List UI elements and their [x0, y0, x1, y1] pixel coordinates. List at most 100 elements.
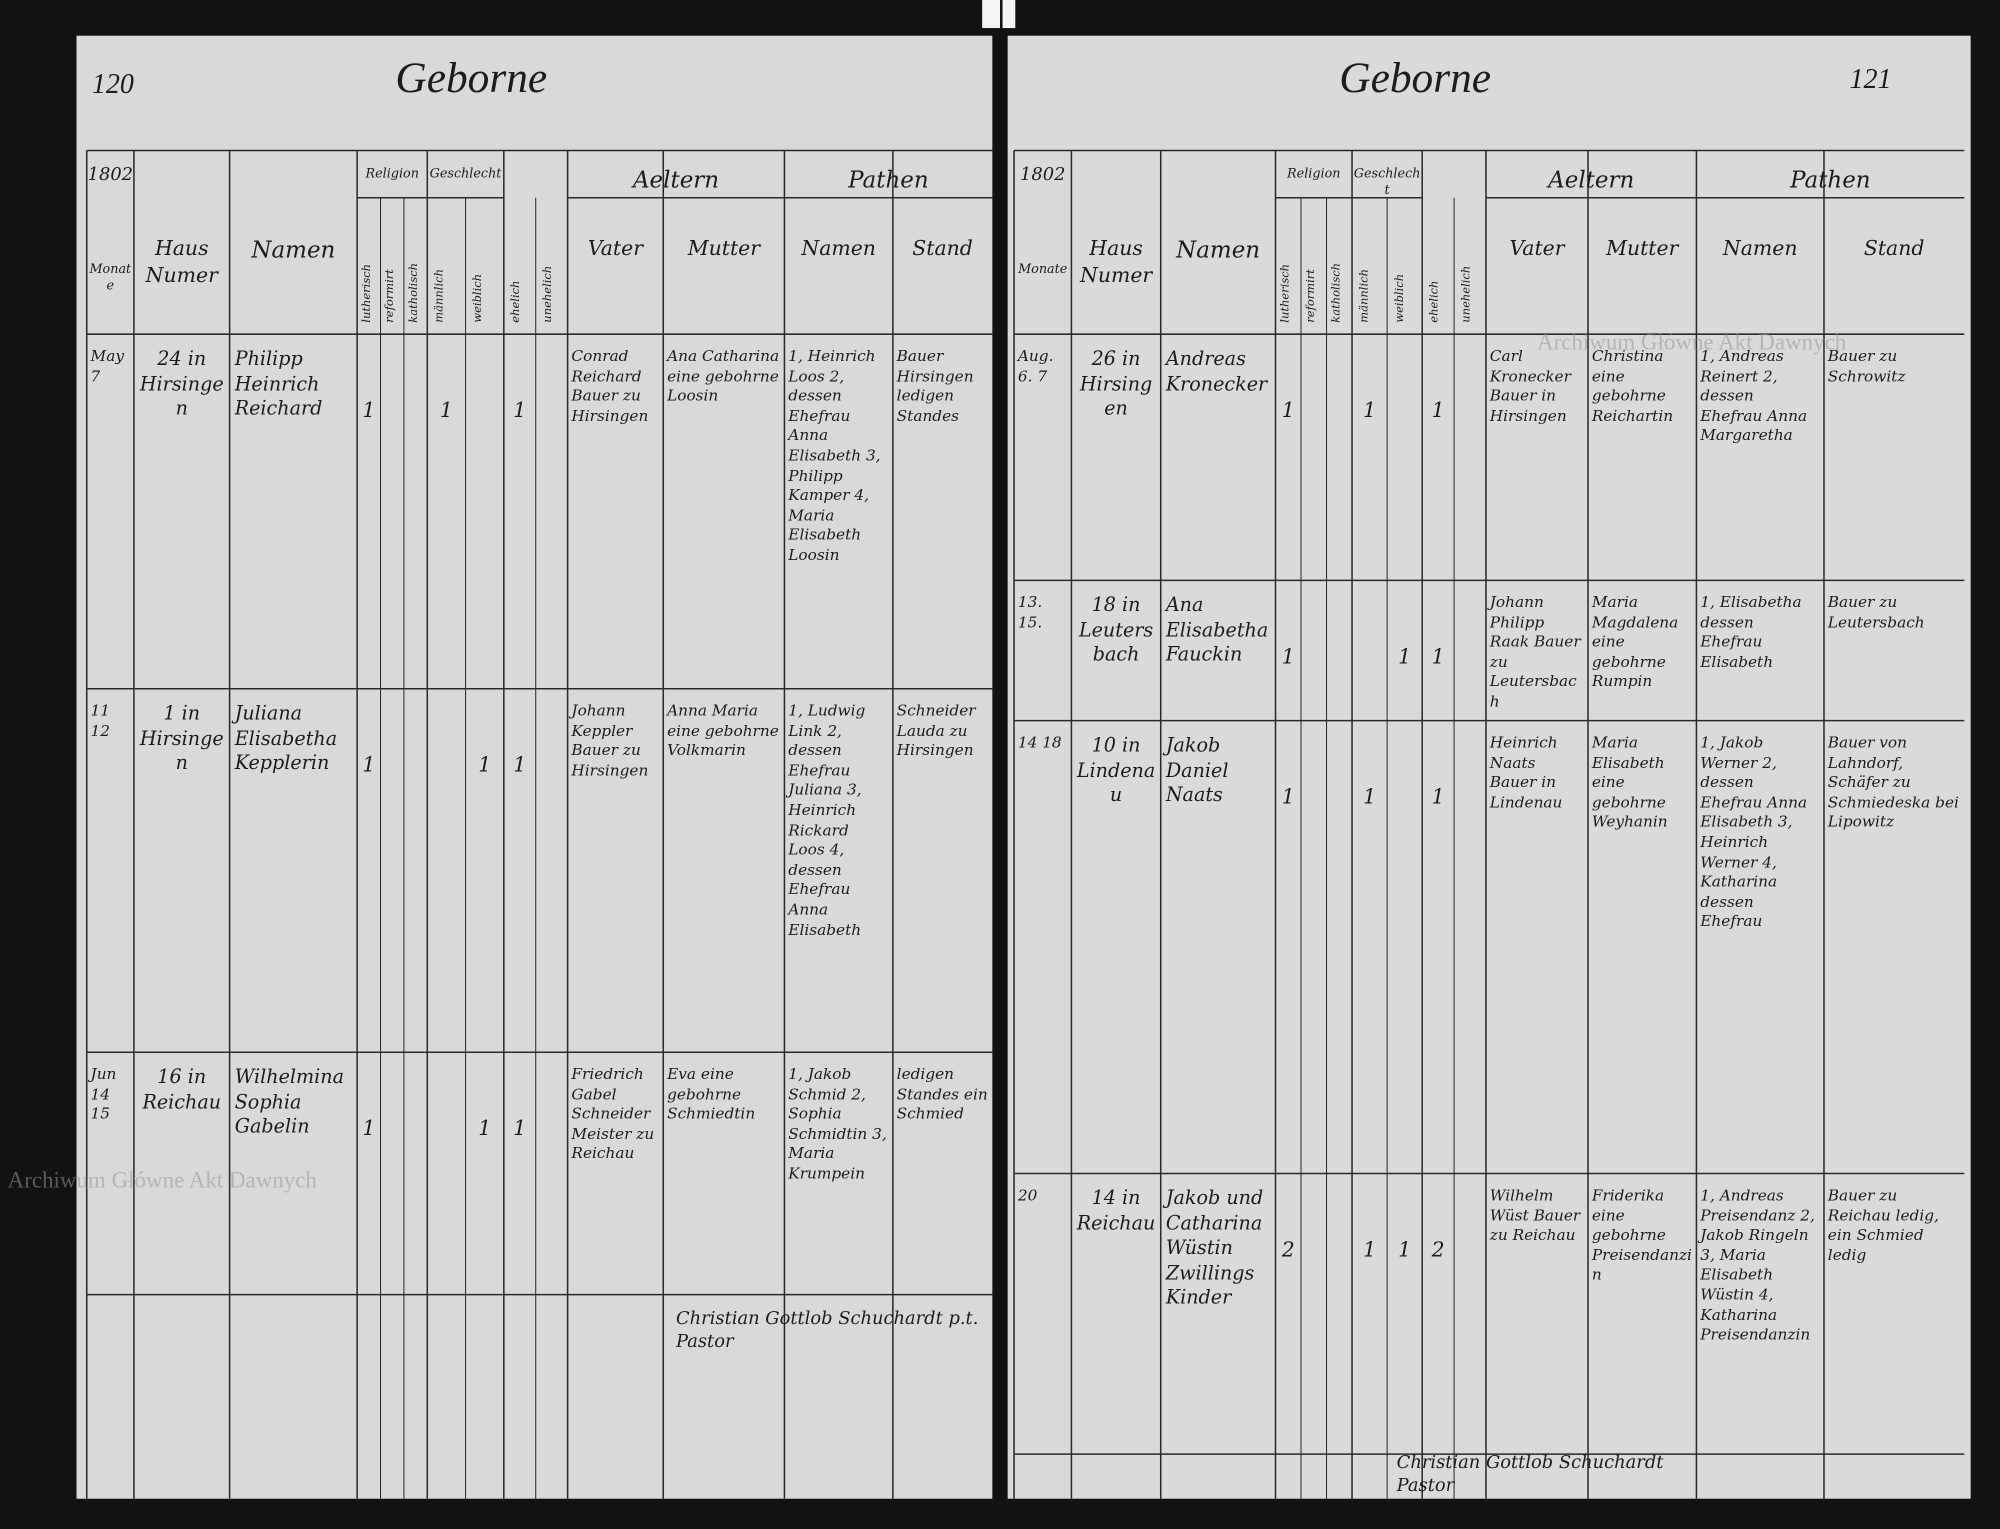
entry-mother: Anna Maria eine gebohrne Volkmarin — [667, 701, 779, 760]
header: Vater — [1509, 235, 1565, 261]
sub-header: männlich — [433, 269, 447, 323]
right-page — [1007, 35, 1971, 1499]
entry-name: Jakob und Catharina Wüstin Zwillings Kin… — [1165, 1186, 1264, 1309]
entry-house: 18 in Leutersbach — [1078, 593, 1154, 666]
entry-status: Bauer Hirsingen ledigen Standes — [896, 346, 974, 425]
header: Religion — [1287, 167, 1341, 182]
sub-header: katholisch — [1330, 262, 1344, 323]
entry-religion: 1 — [1281, 397, 1295, 423]
watermark: Archiwum Główne Akt Dawnych — [7, 1167, 317, 1193]
header: Geschlecht — [429, 167, 502, 182]
entry-mother: Christina eine gebohrne Reichartin — [1591, 346, 1674, 425]
header: Namen — [801, 235, 876, 261]
header: Geschlecht — [1353, 167, 1421, 198]
entry-status: Bauer zu Leutersbach — [1827, 593, 1925, 631]
sub-header: weiblich — [471, 273, 485, 323]
header: Aeltern — [1548, 167, 1635, 194]
entry-status: Bauer von Lahndorf, Schäfer zu Schmiedes… — [1827, 733, 1959, 831]
entry-mother: Ana Catharina eine gebohrne Loosin — [667, 346, 780, 405]
header: Pathen — [1790, 167, 1871, 194]
header: Stand — [912, 235, 973, 261]
entry-house: 26 in Hirsingen — [1079, 346, 1153, 420]
entry-father: Heinrich Naats Bauer in Lindenau — [1489, 733, 1563, 811]
header: Stand — [1863, 235, 1925, 261]
sub-header: unehelich — [1460, 265, 1474, 323]
spine-tab — [982, 0, 1000, 29]
entry-house: 24 in Hirsingen — [139, 346, 224, 420]
page-title: Geborne — [395, 54, 548, 103]
header: Religion — [365, 167, 419, 182]
year: 1802 — [1019, 164, 1066, 185]
sub-header: lutherisch — [1279, 263, 1293, 323]
header: Mutter — [1606, 235, 1679, 261]
entry-legit: 2 — [1431, 1237, 1445, 1262]
entry-mother: Maria Magdalena eine gebohrne Rumpin — [1591, 593, 1679, 691]
page-number: 120 — [91, 67, 134, 100]
entry-mother: Maria Elisabeth eine gebohrne Weyhanin — [1591, 733, 1668, 831]
entry-date: May 7 — [90, 346, 125, 385]
entry-name: Ana Elisabetha Fauckin — [1165, 593, 1269, 666]
entry-house: 1 in Hirsingen — [139, 701, 224, 775]
header: Haus Numer — [1079, 235, 1153, 287]
entry-sponsors: 1, Andreas Preisendanz 2, Jakob Ringeln … — [1700, 1186, 1815, 1344]
header: Namen — [1176, 237, 1261, 265]
watermark: Archiwum Główne Akt Dawnych — [1536, 329, 1847, 355]
entry-legit: 1 — [1431, 784, 1445, 809]
entry-status: Bauer zu Schrowitz — [1827, 346, 1906, 385]
entry-legit: 1 — [513, 752, 527, 777]
entry-date: 14 18 — [1017, 733, 1062, 752]
header: Namen — [1722, 235, 1798, 261]
header: Haus Numer — [145, 235, 218, 287]
entry-legit: 1 — [1431, 397, 1445, 423]
entry-father: Friedrich Gabel Schneider Meister zu Rei… — [571, 1065, 655, 1163]
header: Vater — [587, 235, 643, 261]
signature: Christian Gottlob Schuchardt Pastor — [1396, 1452, 1664, 1497]
page-title: Geborne — [1339, 54, 1492, 103]
sub-header: ehelich — [510, 280, 523, 323]
entry-name: Juliana Elisabetha Kepplerin — [234, 701, 338, 775]
entry-sponsors: 1, Elisabetha dessen Ehefrau Elisabeth — [1700, 593, 1802, 671]
sub-header: reformirt — [1304, 269, 1318, 323]
entry-legit: 1 — [1431, 644, 1445, 669]
sub-header: unehelich — [542, 265, 555, 323]
spine-tab — [1002, 0, 1016, 29]
sub-header: katholisch — [407, 262, 421, 323]
entry-date: 13. 15. — [1017, 593, 1043, 631]
entry-male: 1 — [439, 397, 453, 423]
entry-date: Aug. 6. 7 — [1017, 346, 1054, 385]
entry-religion: 1 — [1281, 784, 1295, 809]
entry-father: Johann Philipp Raak Bauer zu Leutersbach — [1489, 593, 1581, 711]
entry-religion: 1 — [362, 752, 376, 777]
header: Namen — [251, 237, 336, 265]
page-number: 121 — [1849, 62, 1892, 95]
entry-religion: 2 — [1281, 1237, 1295, 1262]
entry-legit: 1 — [513, 397, 527, 423]
header: Mutter — [687, 235, 760, 261]
header: Aeltern — [632, 167, 720, 194]
entry-sponsors: 1, Ludwig Link 2, dessen Ehefrau Juliana… — [788, 701, 866, 939]
entry-religion: 1 — [362, 1116, 376, 1141]
entry-status: Schneider Lauda zu Hirsingen — [896, 701, 976, 760]
entry-male: 1 — [1363, 397, 1377, 423]
entry-male: 1 — [1363, 1237, 1377, 1262]
sub-header: ehelich — [1428, 280, 1442, 323]
entry-date: 11 12 — [90, 701, 111, 740]
entry-female: 1 — [478, 752, 492, 777]
entry-date: 20 — [1017, 1186, 1038, 1205]
header: Pathen — [848, 167, 929, 194]
entry-female: 1 — [1398, 1237, 1412, 1262]
entry-name: Andreas Kronecker — [1165, 346, 1268, 395]
entry-female: 1 — [478, 1116, 492, 1141]
entry-father: Conrad Reichard Bauer zu Hirsingen — [571, 346, 649, 425]
entry-house: 14 in Reichau — [1076, 1186, 1156, 1235]
entry-name: Jakob Daniel Naats — [1165, 733, 1229, 807]
entry-religion: 1 — [1281, 644, 1295, 669]
sub-header: weiblich — [1393, 273, 1407, 323]
entry-sponsors: 1, Jakob Werner 2, dessen Ehefrau Anna E… — [1700, 733, 1808, 931]
header: Monate — [89, 262, 132, 294]
header: Monate — [1018, 262, 1068, 277]
sub-header: reformirt — [384, 269, 398, 323]
entry-house: 16 in Reichau — [142, 1065, 222, 1113]
